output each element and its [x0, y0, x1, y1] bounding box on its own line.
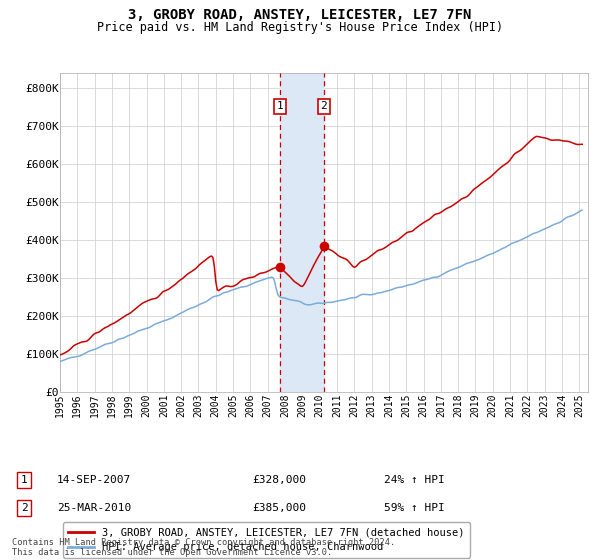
Text: 2: 2 [20, 503, 28, 513]
Legend: 3, GROBY ROAD, ANSTEY, LEICESTER, LE7 7FN (detached house), HPI: Average price, : 3, GROBY ROAD, ANSTEY, LEICESTER, LE7 7F… [62, 522, 470, 558]
Text: £385,000: £385,000 [252, 503, 306, 513]
Bar [280, 73, 323, 392]
Text: Contains HM Land Registry data © Crown copyright and database right 2024.
This d: Contains HM Land Registry data © Crown c… [12, 538, 395, 557]
Text: Price paid vs. HM Land Registry's House Price Index (HPI): Price paid vs. HM Land Registry's House … [97, 21, 503, 34]
Text: 1: 1 [277, 101, 283, 111]
Text: 3, GROBY ROAD, ANSTEY, LEICESTER, LE7 7FN: 3, GROBY ROAD, ANSTEY, LEICESTER, LE7 7F… [128, 8, 472, 22]
Text: 2: 2 [320, 101, 327, 111]
Text: 14-SEP-2007: 14-SEP-2007 [57, 475, 131, 485]
Text: 24% ↑ HPI: 24% ↑ HPI [384, 475, 445, 485]
Text: 59% ↑ HPI: 59% ↑ HPI [384, 503, 445, 513]
Text: 25-MAR-2010: 25-MAR-2010 [57, 503, 131, 513]
Text: £328,000: £328,000 [252, 475, 306, 485]
Text: 1: 1 [20, 475, 28, 485]
